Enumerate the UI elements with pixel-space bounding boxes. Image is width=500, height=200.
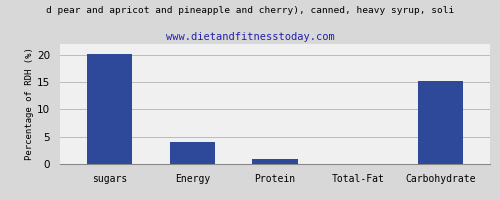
Bar bbox=[87, 54, 132, 164]
Bar bbox=[170, 142, 215, 164]
Text: d pear and apricot and pineapple and cherry), canned, heavy syrup, soli: d pear and apricot and pineapple and che… bbox=[46, 6, 454, 15]
Y-axis label: Percentage of RDH (%): Percentage of RDH (%) bbox=[25, 48, 34, 160]
Text: www.dietandfitnesstoday.com: www.dietandfitnesstoday.com bbox=[166, 32, 334, 42]
Bar bbox=[418, 81, 463, 164]
Bar bbox=[252, 159, 298, 164]
